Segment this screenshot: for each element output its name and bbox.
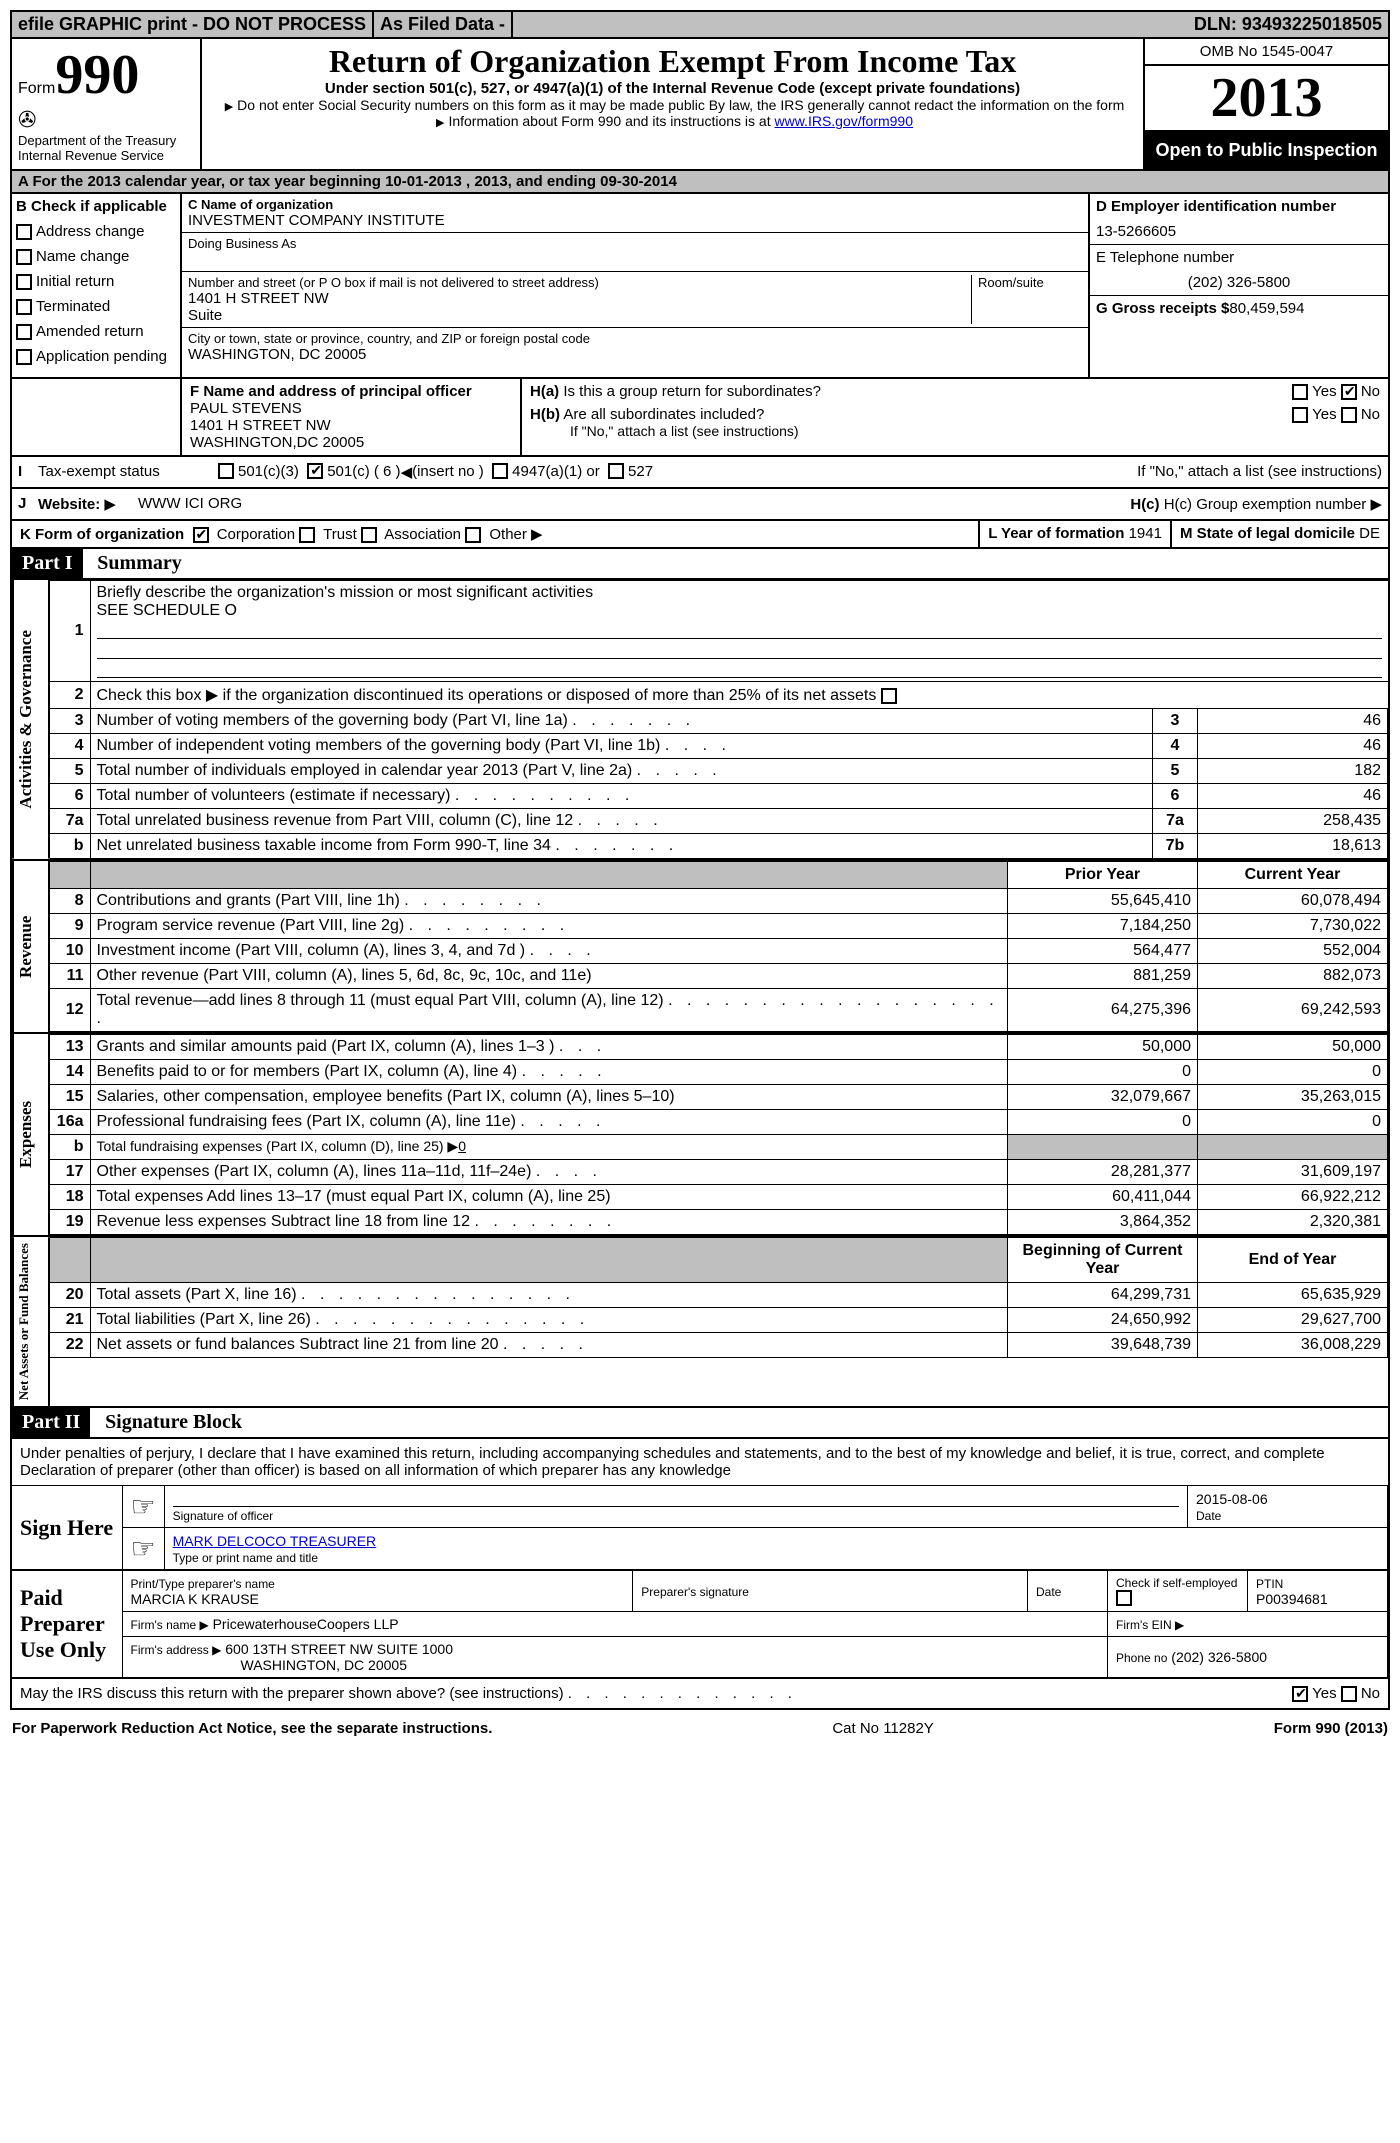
signature-block: Under penalties of perjury, I declare th… <box>10 1439 1390 1710</box>
f-block: F Name and address of principal officer … <box>182 379 522 455</box>
h-b-row: H(b) Are all subordinates included? Yes … <box>530 406 1380 423</box>
part1-header-row: Part I Summary <box>10 549 1390 580</box>
footer-right: Form 990 (2013) <box>1274 1720 1388 1737</box>
tel-label: E Telephone number <box>1090 244 1388 270</box>
activities-section: Activities & Governance 1 Briefly descri… <box>10 580 1390 861</box>
activities-table: 1 Briefly describe the organization's mi… <box>50 580 1388 859</box>
may-irs-row: May the IRS discuss this return with the… <box>12 1678 1388 1708</box>
efile-notice: efile GRAPHIC print - DO NOT PROCESS <box>12 12 374 37</box>
h-a-row: H(a) Is this a group return for subordin… <box>530 383 1380 400</box>
netassets-table: Beginning of Current YearEnd of Year 20T… <box>50 1237 1388 1358</box>
dln-label: DLN: <box>1194 14 1237 34</box>
addr-block: Number and street (or P O box if mail is… <box>182 272 1088 328</box>
section-bcd: B Check if applicable Address change Nam… <box>10 194 1390 379</box>
footer: For Paperwork Reduction Act Notice, see … <box>10 1710 1390 1737</box>
header-right: OMB No 1545-0047 2013 Open to Public Ins… <box>1143 39 1388 169</box>
row-a: A For the 2013 calendar year, or tax yea… <box>10 171 1390 194</box>
part2-title: Signature Block <box>95 1411 242 1433</box>
col-b: B Check if applicable Address change Nam… <box>12 194 182 377</box>
expenses-label: Expenses <box>12 1034 50 1235</box>
dln-cell: DLN: 93493225018505 <box>1188 12 1388 37</box>
tax-year: 2013 <box>1145 66 1388 132</box>
sign-here-table: Sign Here ☞ Signature of officer 2015-08… <box>12 1485 1388 1570</box>
dept-label: Department of the Treasury <box>18 133 194 148</box>
part1-title: Summary <box>87 552 181 574</box>
org-name-block: C Name of organization INVESTMENT COMPAN… <box>182 194 1088 233</box>
tel-value: (202) 326-5800 <box>1090 270 1388 295</box>
footer-mid: Cat No 11282Y <box>832 1720 933 1737</box>
h-block: H(a) Is this a group return for subordin… <box>522 379 1388 455</box>
revenue-label: Revenue <box>12 861 50 1032</box>
col-c: C Name of organization INVESTMENT COMPAN… <box>182 194 1088 377</box>
form-number: Form990 <box>18 43 194 107</box>
website-value: WWW ICI ORG <box>138 495 242 513</box>
opt-amended-return[interactable]: Amended return <box>16 323 176 340</box>
opt-name-change[interactable]: Name change <box>16 248 176 265</box>
opt-application-pending[interactable]: Application pending <box>16 348 176 365</box>
expenses-table: 13Grants and similar amounts paid (Part … <box>50 1034 1388 1235</box>
city-block: City or town, state or province, country… <box>182 328 1088 366</box>
col-b-label: B Check if applicable <box>16 198 176 215</box>
irs-label: Internal Revenue Service <box>18 148 194 163</box>
header-left: Form990 ✇ Department of the Treasury Int… <box>12 39 202 169</box>
netassets-section: Net Assets or Fund Balances Beginning of… <box>10 1237 1390 1408</box>
form-sub2: Do not enter Social Security numbers on … <box>212 97 1133 113</box>
h-b-note: If "No," attach a list (see instructions… <box>530 423 1380 439</box>
opt-address-change[interactable]: Address change <box>16 223 176 240</box>
col-d: D Employer identification number 13-5266… <box>1088 194 1388 377</box>
line-i: I Tax-exempt status 501(c)(3) 501(c) ( 6… <box>10 457 1390 489</box>
footer-left: For Paperwork Reduction Act Notice, see … <box>12 1720 492 1737</box>
ein-value: 13-5266605 <box>1090 219 1388 244</box>
form-990-page: efile GRAPHIC print - DO NOT PROCESS As … <box>10 10 1390 1737</box>
netassets-label: Net Assets or Fund Balances <box>12 1237 50 1406</box>
opt-terminated[interactable]: Terminated <box>16 298 176 315</box>
f-h-section: F Name and address of principal officer … <box>10 379 1390 457</box>
as-filed-label: As Filed Data - <box>374 12 513 37</box>
header-mid: Return of Organization Exempt From Incom… <box>202 39 1143 169</box>
open-inspection: Open to Public Inspection <box>1145 132 1388 169</box>
perjury-text: Under penalties of perjury, I declare th… <box>12 1439 1388 1485</box>
dba-block: Doing Business As <box>182 233 1088 272</box>
expenses-section: Expenses 13Grants and similar amounts pa… <box>10 1034 1390 1237</box>
form-header: Form990 ✇ Department of the Treasury Int… <box>10 39 1390 171</box>
gross-row: G Gross receipts $80,459,594 <box>1090 295 1388 321</box>
top-bar: efile GRAPHIC print - DO NOT PROCESS As … <box>10 10 1390 39</box>
h-b-attach: If "No," attach a list (see instructions… <box>1137 463 1382 481</box>
part2-header-row: Part II Signature Block <box>10 1408 1390 1439</box>
line-k: K Form of organization Corporation Trust… <box>10 521 1390 549</box>
part2-badge: Part II <box>12 1408 90 1437</box>
org-name: INVESTMENT COMPANY INSTITUTE <box>188 212 1082 229</box>
irs-link[interactable]: www.IRS.gov/form990 <box>775 113 914 129</box>
paid-preparer-table: Paid Preparer Use Only Print/Type prepar… <box>12 1570 1388 1678</box>
revenue-table: Prior YearCurrent Year 8Contributions an… <box>50 861 1388 1032</box>
line-j: J Website: ▶ WWW ICI ORG H(c) H(c) Group… <box>10 489 1390 521</box>
form-sub1: Under section 501(c), 527, or 4947(a)(1)… <box>212 80 1133 97</box>
omb-number: OMB No 1545-0047 <box>1145 39 1388 66</box>
officer-name[interactable]: MARK DELCOCO TREASURER <box>173 1533 377 1549</box>
opt-initial-return[interactable]: Initial return <box>16 273 176 290</box>
activities-label: Activities & Governance <box>12 580 50 859</box>
revenue-section: Revenue Prior YearCurrent Year 8Contribu… <box>10 861 1390 1034</box>
part1-badge: Part I <box>12 549 83 578</box>
form-title: Return of Organization Exempt From Incom… <box>212 43 1133 80</box>
dln-value: 93493225018505 <box>1242 14 1382 34</box>
ein-label: D Employer identification number <box>1090 194 1388 219</box>
form-sub3: Information about Form 990 and its instr… <box>212 113 1133 129</box>
